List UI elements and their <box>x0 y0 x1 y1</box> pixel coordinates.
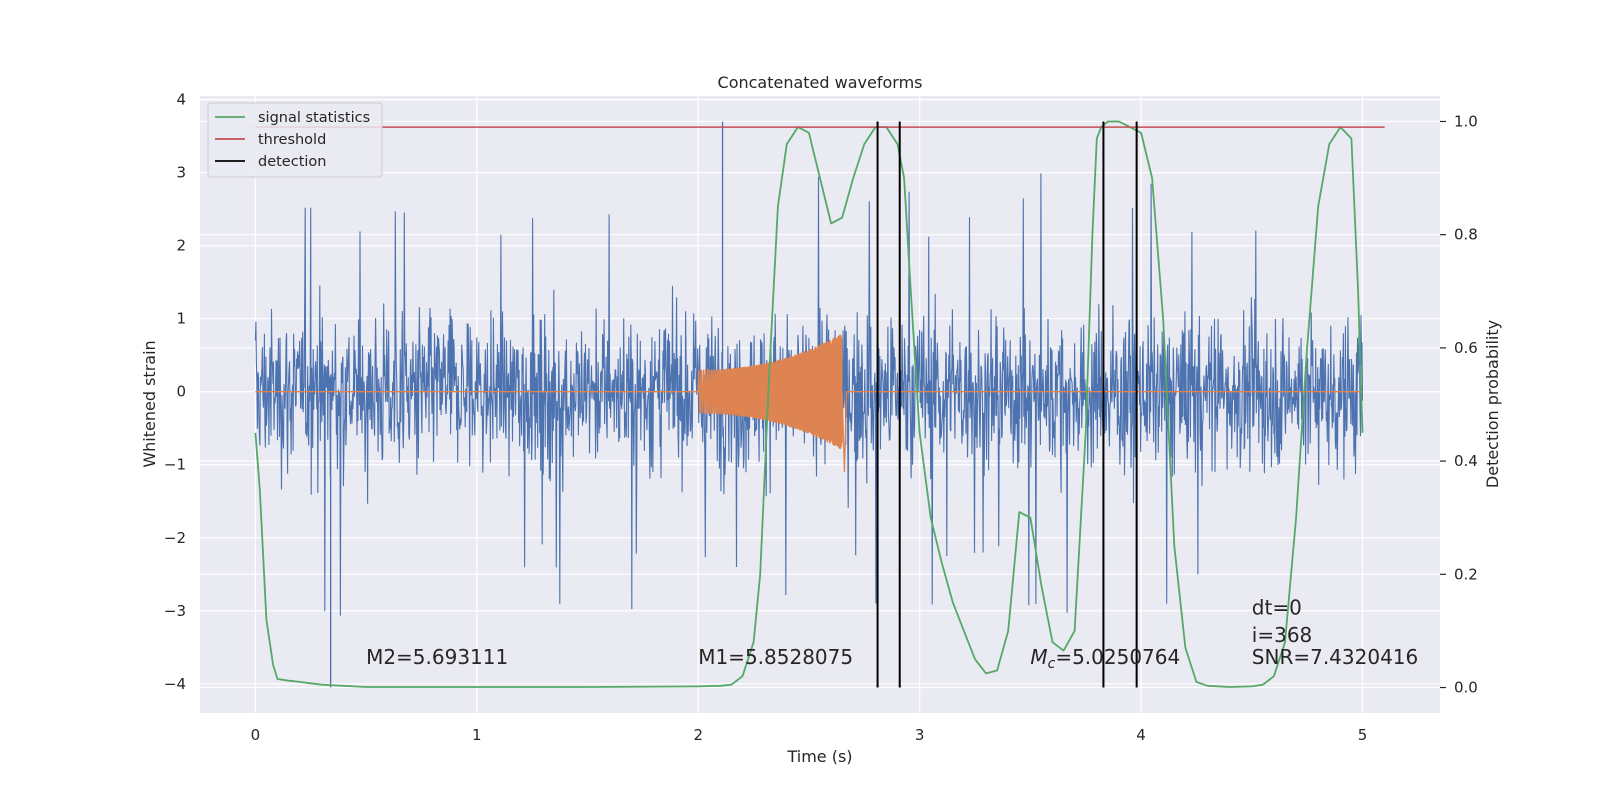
axis-ticks: 0 1 2 3 4 5 4 3 2 1 0 −1 −2 −3 −4 1.0 0.8 0.6 0.4 0.2 0.0 <box>164 91 1478 744</box>
y-tick-label-right: 0.6 <box>1454 339 1478 357</box>
injected-signal-line <box>255 334 1363 473</box>
injected-signal-series <box>255 334 1363 473</box>
legend: signal statistics threshold detection <box>207 102 383 178</box>
detection-lines <box>876 121 1138 688</box>
signal-statistics-series <box>254 120 1364 688</box>
legend-box <box>207 102 383 178</box>
legend-label-threshold: threshold <box>258 132 326 148</box>
x-tick-label: 5 <box>1358 726 1368 744</box>
y-tick-label-left: −1 <box>164 456 186 474</box>
y-tick-label-left: −3 <box>164 602 186 620</box>
x-tick-label: 0 <box>251 726 261 744</box>
x-tick-label: 3 <box>915 726 925 744</box>
x-tick-label: 4 <box>1136 726 1146 744</box>
y-axis-label-left: Whitened strain <box>140 340 159 467</box>
signal-statistics-line <box>254 120 1364 688</box>
y-tick-label-right: 0.4 <box>1454 452 1478 470</box>
legend-label-detection: detection <box>258 154 326 170</box>
chart-title: Concatenated waveforms <box>718 73 923 92</box>
annotation-text: M1=5.8528075 <box>698 645 853 669</box>
x-tick-label: 2 <box>693 726 703 744</box>
y-tick-label-right: 0.8 <box>1454 226 1478 244</box>
y-tick-label-left: 0 <box>176 383 186 401</box>
y-tick-label-left: 1 <box>176 310 186 328</box>
y-tick-label-left: −4 <box>164 675 186 693</box>
y-tick-label-left: 3 <box>176 164 186 182</box>
annotation-text: dt=0 <box>1252 595 1302 619</box>
legend-label-signal-statistics: signal statistics <box>258 110 370 126</box>
y-tick-label-left: 4 <box>176 91 186 109</box>
x-axis-label: Time (s) <box>786 747 852 766</box>
y-axis-label-right: Detection probability <box>1483 320 1502 488</box>
annotation-text: SNR=7.4320416 <box>1252 645 1418 669</box>
y-tick-label-right: 0.0 <box>1454 679 1478 697</box>
y-tick-label-left: −2 <box>164 529 186 547</box>
annotation-text: i=368 <box>1252 623 1313 647</box>
annotation-text: M2=5.693111 <box>366 645 508 669</box>
annotation-text: Mc=5.0250764 <box>1030 645 1180 672</box>
y-tick-label-right: 1.0 <box>1454 112 1478 130</box>
x-tick-label: 1 <box>472 726 482 744</box>
y-tick-label-right: 0.2 <box>1454 565 1478 583</box>
annotations: M2=5.693111 M1=5.8528075 Mc=5.0250764 dt=0 i… <box>366 595 1418 672</box>
y-tick-label-left: 2 <box>176 237 186 255</box>
